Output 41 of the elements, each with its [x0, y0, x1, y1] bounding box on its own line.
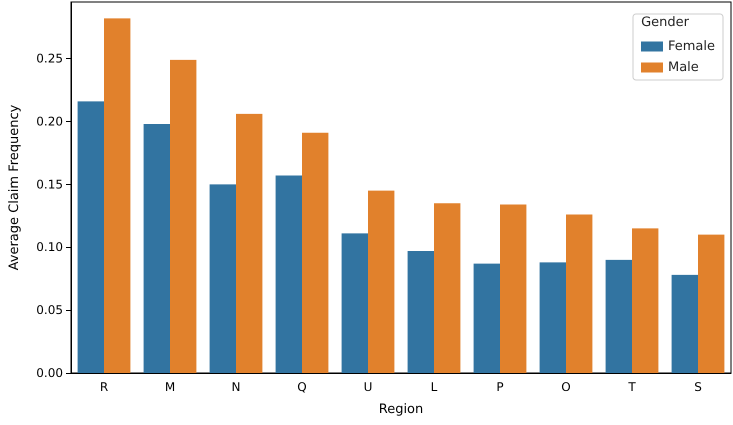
bar [566, 214, 592, 373]
bar [408, 251, 434, 373]
x-tick-label: M [164, 380, 176, 394]
x-tick-label: L [430, 380, 438, 394]
x-tick-label: O [561, 380, 571, 394]
bar [698, 234, 724, 373]
x-tick-label: N [232, 380, 240, 394]
y-tick-label: 0.25 [36, 52, 63, 66]
x-tick-label: U [364, 380, 372, 394]
x-axis-title: Region [378, 402, 424, 417]
x-tick-label: S [694, 380, 702, 394]
bar [276, 176, 302, 373]
bar [78, 101, 104, 373]
bar [236, 114, 262, 373]
bar [632, 228, 658, 373]
legend-title: Gender [641, 15, 690, 30]
bar [302, 132, 328, 373]
y-tick-label: 0.10 [36, 240, 63, 254]
bar [474, 264, 500, 373]
bar [104, 18, 130, 373]
bar [170, 60, 196, 373]
bar [500, 204, 526, 373]
bar [606, 260, 632, 373]
y-tick-label: 0.15 [36, 177, 63, 192]
bar [540, 262, 566, 373]
x-tick-label: T [627, 380, 636, 394]
y-tick-label: 0.05 [36, 303, 63, 318]
x-tick-label: R [100, 380, 108, 394]
x-tick-label: Q [297, 380, 307, 394]
legend-label: Male [668, 60, 699, 75]
bar [434, 203, 460, 373]
y-tick-label: 0.00 [36, 366, 63, 380]
y-tick-label: 0.20 [36, 114, 63, 128]
bar [342, 233, 368, 373]
bar [210, 184, 236, 373]
y-axis-title: Average Claim Frequency [7, 104, 22, 270]
x-tick-label: P [496, 380, 504, 394]
bar [672, 274, 698, 373]
bar [144, 124, 170, 373]
bar [368, 190, 394, 373]
legend-label: Female [668, 39, 716, 54]
